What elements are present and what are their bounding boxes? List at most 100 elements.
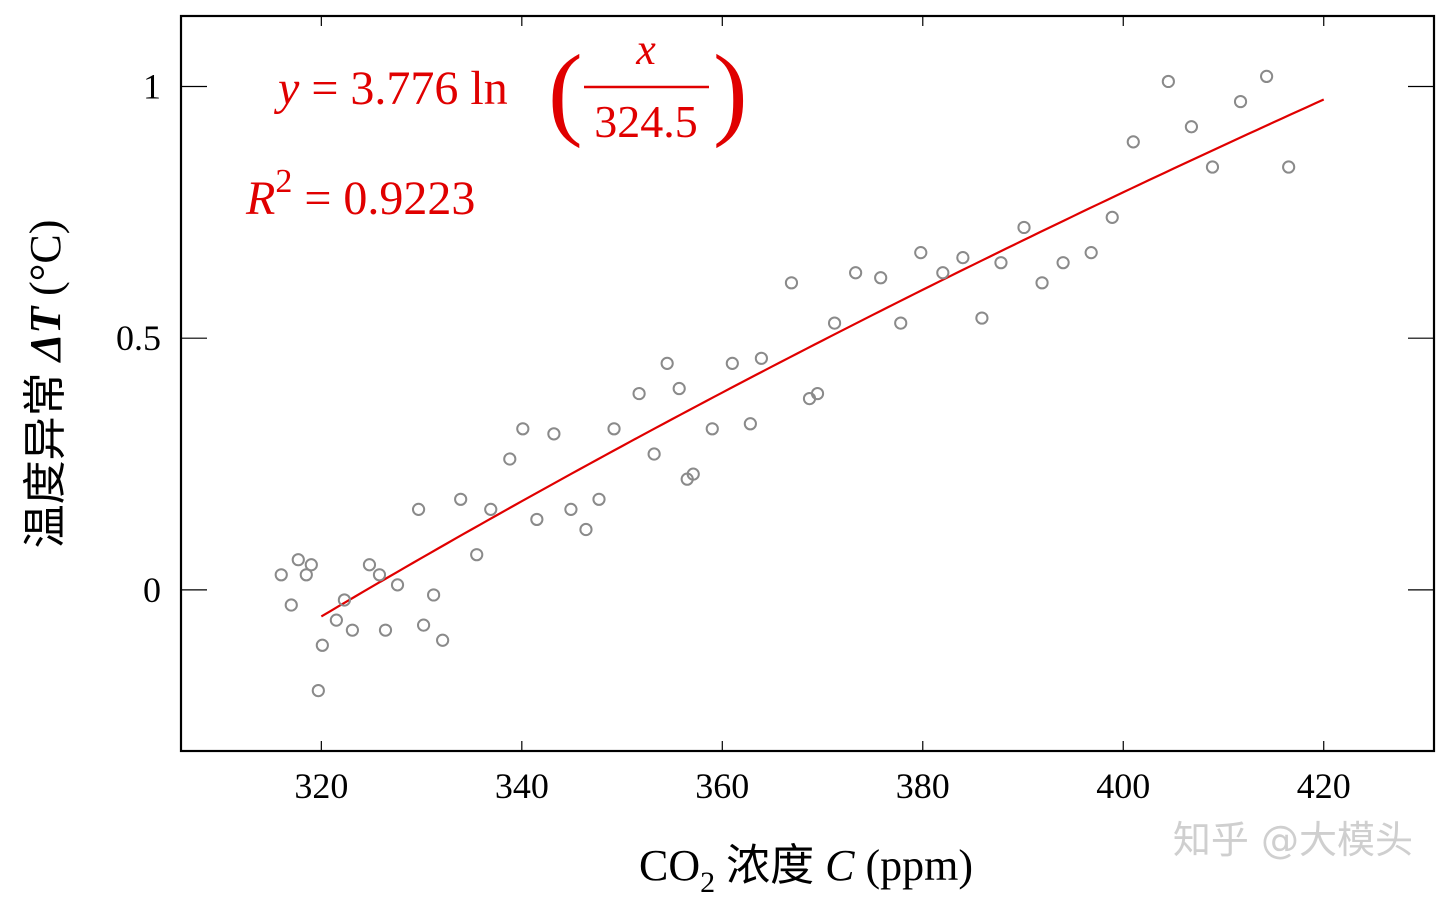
data-point	[470, 548, 484, 562]
data-point	[304, 558, 318, 572]
equation-lhs: y	[273, 62, 300, 115]
r2-sup: 2	[275, 163, 292, 200]
data-point	[827, 316, 842, 330]
data-point	[547, 427, 561, 441]
data-point	[1105, 210, 1119, 224]
y-axis-title-unit: (°C)	[21, 220, 70, 307]
x-axis-title-unit: (ppm)	[854, 841, 973, 890]
x-tick-label: 380	[896, 766, 950, 806]
data-point	[936, 266, 950, 280]
right-paren: )	[713, 34, 748, 149]
x-tick-label: 420	[1297, 766, 1351, 806]
data-point	[311, 683, 325, 698]
data-point	[274, 568, 288, 582]
data-point	[362, 558, 377, 572]
equation-numerator: x	[635, 25, 656, 74]
fit-curve	[320, 98, 1325, 618]
left-paren: (	[548, 34, 583, 149]
data-point	[914, 246, 928, 260]
data-point	[530, 512, 544, 527]
x-tick-labels: 320 340 360 380 400 420	[294, 766, 1350, 806]
data-point	[416, 618, 431, 632]
data-point	[894, 316, 908, 330]
data-point	[607, 422, 621, 436]
data-point	[579, 522, 593, 537]
data-point	[372, 568, 387, 582]
x-axis-title: CO2 浓度 C (ppm)	[639, 841, 973, 899]
data-point	[1282, 160, 1296, 174]
data-point	[378, 623, 393, 637]
data-point	[503, 452, 517, 466]
data-point	[810, 386, 825, 401]
x-axis-title-var: C	[825, 841, 855, 890]
data-point	[291, 553, 305, 567]
watermark: 知乎 @大模头	[1173, 818, 1413, 862]
x-tick-label: 320	[294, 766, 348, 806]
data-point	[1126, 135, 1140, 149]
data-point	[672, 381, 686, 396]
data-point	[1035, 276, 1049, 290]
data-point	[516, 422, 530, 436]
data-point	[315, 638, 329, 652]
data-point	[564, 502, 578, 516]
data-point	[592, 492, 606, 506]
data-point	[660, 356, 674, 370]
data-point	[1233, 94, 1248, 109]
data-point	[1259, 69, 1274, 84]
data-point	[647, 447, 661, 461]
plot-frame	[179, 14, 1436, 753]
r2-value: = 0.9223	[292, 172, 475, 225]
data-point	[874, 271, 888, 285]
data-point	[754, 351, 768, 365]
data-point	[1184, 120, 1199, 134]
data-point	[1161, 74, 1175, 89]
x-tick-label: 340	[495, 766, 549, 806]
data-points	[274, 69, 1296, 698]
data-point	[956, 251, 970, 265]
data-point	[994, 256, 1008, 270]
data-point	[784, 276, 799, 290]
y-tick-label: 0.5	[116, 318, 161, 358]
data-point	[484, 502, 498, 516]
data-point	[849, 266, 863, 280]
y-axis-title: 温度异常 ΔT (°C)	[21, 220, 70, 549]
data-point	[1205, 160, 1220, 174]
data-point	[284, 598, 298, 612]
data-point	[725, 356, 739, 370]
data-point	[686, 467, 700, 481]
y-tick-label: 0	[143, 570, 161, 610]
x-axis-title-prefix: CO	[639, 841, 700, 890]
data-point	[705, 422, 719, 436]
y-tick-label: 1	[143, 66, 161, 106]
y-tick-labels: 00.51	[116, 66, 161, 609]
data-point	[743, 417, 757, 431]
equation-annotation: y = 3.776 ln ( x 324.5 )	[273, 25, 748, 149]
data-point	[337, 593, 351, 607]
data-point	[1084, 246, 1098, 260]
data-point	[411, 502, 426, 516]
r2-var: R	[245, 172, 275, 225]
data-point	[427, 588, 441, 602]
x-axis-title-mid: 浓度	[715, 841, 825, 890]
data-point	[390, 578, 405, 592]
tick-marks	[181, 16, 1434, 751]
data-point	[436, 633, 450, 647]
data-point	[454, 492, 468, 506]
x-tick-label: 360	[695, 766, 749, 806]
equation-body: = 3.776 ln	[299, 62, 507, 115]
fit-curve-group	[320, 98, 1325, 618]
svg-text:y = 3.776 ln: y = 3.776 ln	[273, 62, 508, 115]
equation-denominator: 324.5	[594, 96, 698, 147]
data-point	[299, 568, 313, 582]
r-squared-annotation: R2 = 0.9223	[245, 163, 475, 225]
x-axis-title-sub: 2	[700, 866, 715, 899]
data-point	[329, 613, 343, 627]
data-point	[632, 386, 646, 401]
y-axis-title-var: ΔT	[21, 305, 70, 364]
data-point	[975, 311, 989, 325]
y-axis-title-prefix: 温度异常	[21, 361, 70, 548]
data-point	[1017, 220, 1031, 235]
data-point	[1056, 256, 1070, 270]
x-tick-label: 400	[1096, 766, 1150, 806]
